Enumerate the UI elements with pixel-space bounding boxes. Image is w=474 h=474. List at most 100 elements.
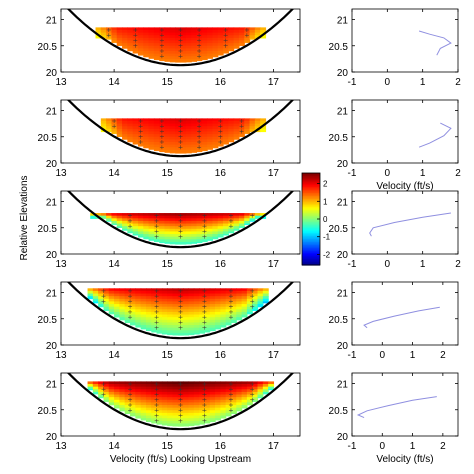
velocity-cell <box>124 389 131 393</box>
velocity-cell <box>143 215 150 219</box>
velocity-cell <box>193 394 200 398</box>
velocity-cell <box>161 322 168 326</box>
velocity-cell <box>135 293 142 297</box>
velocity-cell <box>172 306 179 310</box>
velocity-cell <box>230 386 237 390</box>
velocity-cell <box>212 51 219 55</box>
velocity-cell <box>161 386 168 390</box>
velocity-cell <box>156 407 163 411</box>
velocity-cell <box>188 397 195 401</box>
velocity-cell <box>180 27 187 31</box>
velocity-cell <box>180 142 187 146</box>
colorbar-segment <box>302 246 320 249</box>
velocity-cell <box>183 391 190 396</box>
velocity-cell <box>140 327 147 330</box>
velocity-cell <box>222 43 229 47</box>
colorbar-segment <box>302 203 320 206</box>
velocity-cell <box>114 399 121 403</box>
velocity-cell <box>199 386 205 390</box>
velocity-cell <box>122 215 128 219</box>
velocity-cell <box>215 304 221 308</box>
velocity-cell <box>199 332 205 334</box>
velocity-cell <box>161 309 168 313</box>
velocity-cell <box>143 123 150 127</box>
velocity-cell <box>209 306 216 310</box>
velocity-cell <box>188 298 195 303</box>
velocity-cell <box>188 391 195 396</box>
velocity-cell <box>172 410 179 414</box>
velocity-cell <box>164 139 171 143</box>
velocity-cell <box>201 35 208 39</box>
velocity-cell <box>222 30 229 34</box>
velocity-cell <box>212 35 219 39</box>
velocity-cell <box>204 330 211 333</box>
velocity-cell <box>122 43 128 47</box>
velocity-cell <box>191 213 198 217</box>
velocity-cell <box>148 27 155 31</box>
velocity-cell <box>212 213 219 217</box>
velocity-cell <box>169 51 176 55</box>
velocity-cell <box>167 389 174 393</box>
velocity-cell <box>151 296 158 300</box>
velocity-cell <box>193 317 200 321</box>
velocity-cell <box>124 304 131 308</box>
velocity-cell <box>151 309 158 313</box>
velocity-cell <box>100 30 107 34</box>
velocity-cell <box>183 311 190 316</box>
velocity-cell <box>209 311 216 316</box>
velocity-cell <box>204 298 211 303</box>
velocity-cell <box>177 327 184 331</box>
velocity-cell <box>225 304 232 308</box>
velocity-cell <box>167 322 174 326</box>
velocity-cell <box>180 51 187 55</box>
velocity-cell <box>135 402 142 406</box>
velocity-cell <box>175 213 182 217</box>
velocity-cell <box>246 394 253 398</box>
x-tick-label: 1 <box>410 350 416 361</box>
velocity-cell <box>153 218 160 222</box>
velocity-cell <box>212 121 219 125</box>
velocity-cell <box>201 139 208 143</box>
velocity-cell <box>164 223 171 227</box>
velocity-cell <box>100 35 107 39</box>
velocity-cell <box>222 51 229 54</box>
colorbar-segment <box>302 212 320 215</box>
velocity-cell <box>167 317 174 321</box>
velocity-cell <box>191 228 198 233</box>
velocity-cell <box>196 241 203 244</box>
velocity-cell <box>217 226 224 230</box>
velocity-cell <box>100 27 107 31</box>
velocity-cell <box>130 317 136 321</box>
velocity-cell <box>207 134 213 138</box>
velocity-cell <box>161 311 168 316</box>
velocity-cell <box>207 142 213 146</box>
velocity-cell <box>140 325 147 329</box>
velocity-cell <box>244 220 251 225</box>
velocity-cell <box>140 389 147 393</box>
velocity-cell <box>111 118 118 122</box>
velocity-cell <box>106 35 113 39</box>
velocity-cell <box>188 332 195 336</box>
velocity-cell <box>180 231 187 235</box>
velocity-cell <box>156 410 163 414</box>
velocity-cell <box>215 327 221 330</box>
velocity-cell <box>140 304 147 308</box>
velocity-cell <box>185 231 192 235</box>
velocity-cell <box>167 314 174 318</box>
x-tick-label: -1 <box>348 168 357 179</box>
velocity-cell <box>222 215 229 219</box>
velocity-cell <box>185 35 192 39</box>
velocity-cell <box>167 407 174 411</box>
colorbar-segment <box>302 258 320 261</box>
velocity-cell <box>122 226 128 230</box>
velocity-cell <box>140 314 147 318</box>
velocity-cell <box>233 27 240 31</box>
velocity-cell <box>159 51 166 55</box>
velocity-cell <box>220 397 227 401</box>
velocity-cell <box>172 415 179 419</box>
velocity-cell <box>177 301 184 305</box>
velocity-cell <box>228 35 235 39</box>
velocity-cell <box>228 228 235 233</box>
velocity-cell <box>108 288 115 292</box>
